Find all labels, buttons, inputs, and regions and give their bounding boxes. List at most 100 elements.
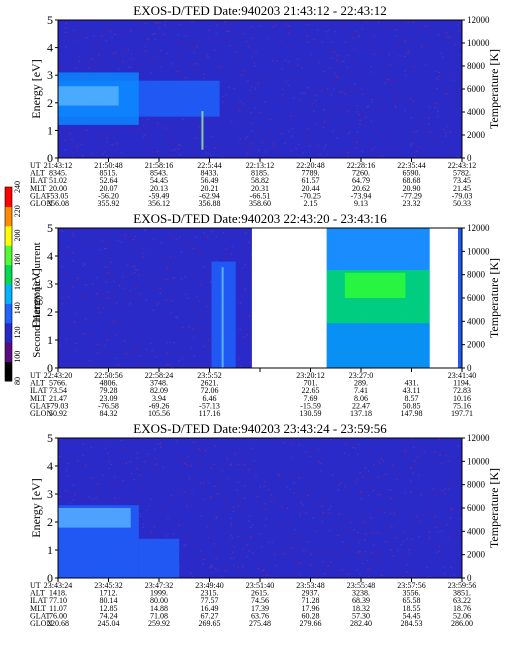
noise-pixel [151, 464, 153, 466]
noise-pixel [188, 478, 191, 480]
noise-pixel [201, 562, 204, 565]
noise-pixel [110, 244, 113, 246]
noise-pixel [397, 92, 399, 94]
noise-pixel [195, 499, 198, 501]
noise-pixel [204, 450, 207, 452]
noise-pixel [137, 464, 140, 466]
noise-pixel [180, 278, 183, 280]
noise-pixel [207, 263, 209, 265]
orbit-value: 2621. [201, 379, 219, 388]
noise-pixel [85, 313, 87, 315]
noise-pixel [344, 485, 347, 487]
noise-pixel [266, 546, 269, 548]
noise-pixel [205, 477, 208, 480]
noise-pixel [303, 133, 305, 135]
noise-pixel [257, 568, 260, 570]
colorbar-segment [5, 245, 12, 266]
noise-pixel [118, 310, 121, 312]
noise-pixel [59, 495, 62, 498]
y2-tick-label: 6000 [467, 84, 486, 94]
noise-pixel [103, 498, 106, 500]
noise-pixel [153, 534, 155, 536]
noise-pixel [165, 299, 167, 301]
noise-pixel [66, 323, 68, 325]
noise-pixel [95, 497, 97, 499]
noise-pixel [156, 122, 159, 124]
noise-pixel [390, 85, 392, 87]
colorbar-tick-label: 100 [13, 351, 22, 363]
noise-pixel [82, 155, 84, 157]
noise-pixel [89, 348, 92, 350]
orbit-value: 22:20:48 [296, 161, 324, 170]
orbit-value: 80.00 [150, 596, 168, 605]
noise-pixel [303, 506, 305, 508]
noise-pixel [185, 534, 188, 536]
noise-pixel [418, 520, 421, 522]
noise-pixel [159, 288, 161, 290]
noise-pixel [112, 52, 115, 54]
noise-pixel [368, 42, 370, 44]
orbit-value: 18.32 [352, 604, 370, 613]
noise-pixel [348, 55, 350, 57]
noise-pixel [182, 522, 184, 524]
noise-pixel [244, 485, 246, 487]
noise-pixel [184, 266, 186, 268]
noise-pixel [298, 561, 300, 563]
noise-pixel [339, 576, 341, 578]
noise-pixel [388, 54, 390, 56]
noise-pixel [298, 143, 300, 145]
noise-pixel [66, 441, 68, 443]
noise-pixel [412, 131, 414, 133]
noise-pixel [346, 548, 348, 550]
noise-pixel [176, 67, 179, 69]
spectrum-band-3 [138, 538, 180, 578]
noise-pixel [322, 69, 325, 71]
noise-pixel [394, 106, 397, 109]
noise-pixel [299, 99, 301, 101]
noise-pixel [290, 465, 293, 467]
noise-pixel [220, 25, 223, 27]
noise-pixel [152, 240, 155, 242]
noise-pixel [396, 475, 398, 477]
noise-pixel [291, 536, 293, 538]
noise-pixel [419, 67, 422, 69]
noise-pixel [352, 140, 355, 142]
noise-pixel [288, 546, 291, 549]
noise-pixel [360, 88, 363, 90]
noise-pixel [394, 29, 397, 31]
noise-pixel [354, 147, 357, 149]
noise-pixel [176, 316, 179, 318]
noise-pixel [427, 555, 429, 557]
noise-pixel [446, 93, 449, 95]
noise-pixel [169, 341, 172, 343]
noise-pixel [359, 87, 362, 89]
noise-pixel [209, 154, 211, 156]
noise-pixel [150, 281, 152, 283]
noise-pixel [238, 102, 240, 104]
noise-pixel [194, 47, 197, 49]
noise-pixel [337, 484, 340, 486]
noise-pixel [277, 475, 280, 477]
noise-pixel [260, 546, 263, 548]
noise-pixel [386, 74, 389, 76]
noise-pixel [431, 487, 434, 489]
noise-pixel [58, 64, 61, 66]
noise-pixel [408, 549, 410, 551]
noise-pixel [303, 92, 306, 94]
orbit-value: 22.65 [302, 386, 320, 395]
orbit-value: 22:5:44 [197, 161, 221, 170]
noise-pixel [264, 151, 266, 153]
noise-pixel [248, 470, 251, 472]
colorbar-tick-label: 200 [13, 230, 22, 242]
noise-pixel [379, 462, 381, 464]
noise-pixel [438, 72, 440, 74]
noise-pixel [156, 30, 158, 32]
noise-pixel [180, 566, 183, 568]
noise-pixel [353, 529, 355, 531]
noise-pixel [127, 234, 129, 236]
noise-pixel [382, 460, 384, 462]
noise-pixel [354, 447, 357, 449]
noise-pixel [89, 488, 91, 490]
noise-pixel [258, 77, 261, 79]
noise-pixel [444, 493, 446, 495]
